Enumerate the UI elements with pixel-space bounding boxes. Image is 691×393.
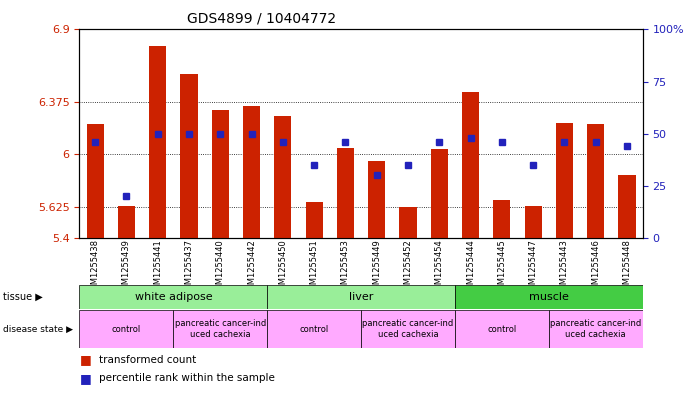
Bar: [587, 124, 605, 238]
Bar: [462, 92, 479, 238]
Bar: [173, 310, 267, 348]
Bar: [180, 74, 198, 238]
Bar: [361, 310, 455, 348]
Bar: [79, 310, 173, 348]
Bar: [399, 207, 417, 238]
Bar: [79, 285, 267, 309]
Bar: [149, 46, 167, 238]
Bar: [243, 106, 260, 238]
Text: control: control: [487, 325, 516, 334]
Text: control: control: [299, 325, 329, 334]
Bar: [117, 206, 135, 238]
Text: tissue ▶: tissue ▶: [3, 292, 44, 302]
Text: transformed count: transformed count: [99, 354, 196, 365]
Text: pancreatic cancer-ind
uced cachexia: pancreatic cancer-ind uced cachexia: [175, 320, 266, 339]
Bar: [430, 149, 448, 238]
Bar: [455, 310, 549, 348]
Text: GDS4899 / 10404772: GDS4899 / 10404772: [187, 12, 336, 26]
Bar: [86, 124, 104, 238]
Bar: [267, 285, 455, 309]
Bar: [524, 206, 542, 238]
Bar: [368, 162, 386, 238]
Text: pancreatic cancer-ind
uced cachexia: pancreatic cancer-ind uced cachexia: [362, 320, 453, 339]
Text: muscle: muscle: [529, 292, 569, 302]
Text: white adipose: white adipose: [135, 292, 212, 302]
Text: control: control: [112, 325, 141, 334]
Bar: [455, 285, 643, 309]
Bar: [556, 123, 573, 238]
Text: disease state ▶: disease state ▶: [3, 325, 73, 334]
Bar: [493, 200, 511, 238]
Bar: [274, 116, 292, 238]
Text: pancreatic cancer-ind
uced cachexia: pancreatic cancer-ind uced cachexia: [550, 320, 641, 339]
Text: percentile rank within the sample: percentile rank within the sample: [99, 373, 275, 384]
Bar: [337, 147, 354, 238]
Text: ■: ■: [79, 353, 91, 366]
Bar: [211, 110, 229, 238]
Text: ■: ■: [79, 372, 91, 385]
Bar: [267, 310, 361, 348]
Bar: [549, 310, 643, 348]
Bar: [305, 202, 323, 238]
Text: liver: liver: [349, 292, 373, 302]
Bar: [618, 175, 636, 238]
